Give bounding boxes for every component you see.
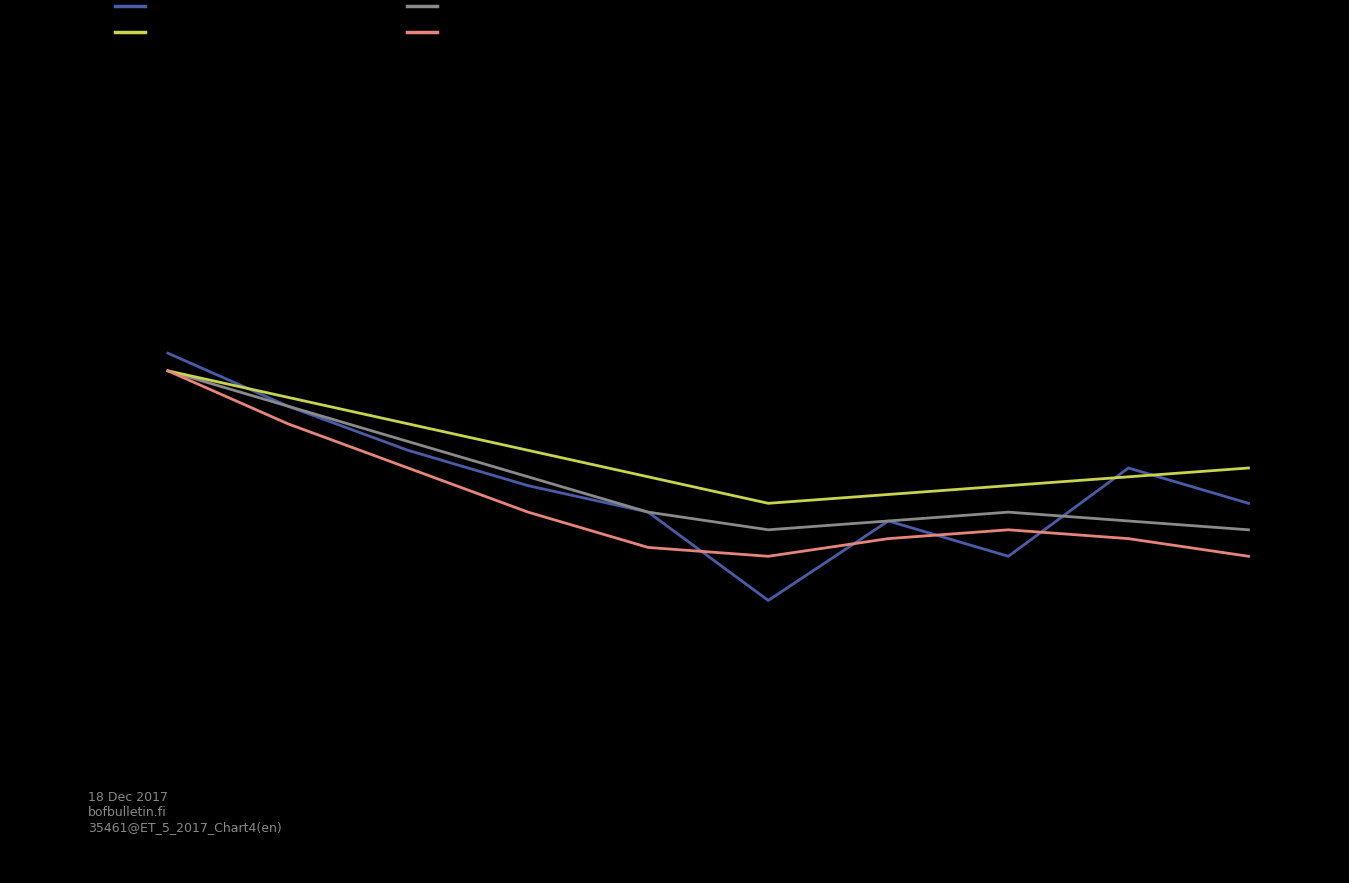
Legend: , , , : , , , bbox=[115, 0, 448, 40]
Text: 18 Dec 2017
bofbulletin.fi
35461@ET_5_2017_Chart4(en): 18 Dec 2017 bofbulletin.fi 35461@ET_5_20… bbox=[88, 791, 282, 834]
